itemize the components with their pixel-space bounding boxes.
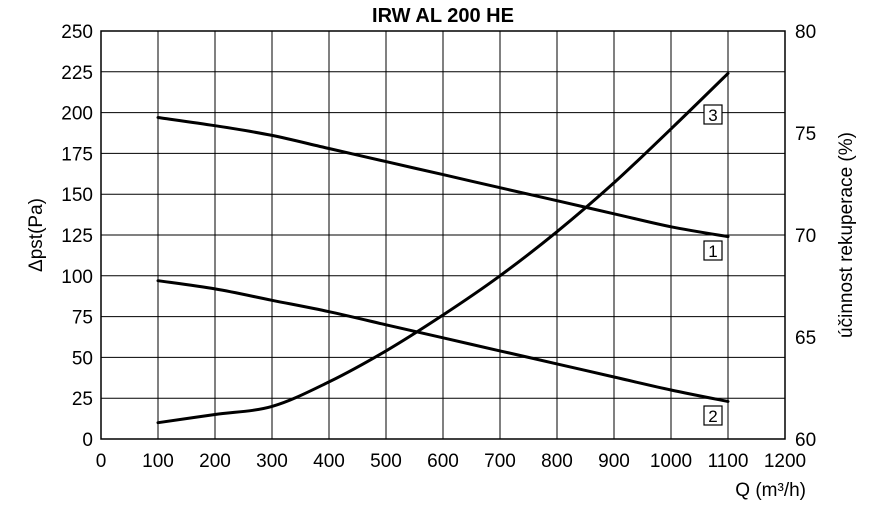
- y-tick-label: 50: [72, 348, 93, 369]
- curve-label-box-2: [703, 405, 723, 426]
- y-tick-label: 150: [61, 185, 93, 206]
- x-tick-label: 200: [199, 451, 231, 472]
- curve-label-box-1: [703, 240, 723, 261]
- x-tick-label: 700: [484, 451, 516, 472]
- series-line-2: [156, 279, 730, 403]
- y-tick-label: 250: [61, 22, 93, 43]
- x-tick-label: 900: [598, 451, 630, 472]
- x-axis-label: Q (m³/h): [735, 480, 806, 501]
- y2-tick-label: 65: [795, 328, 816, 349]
- x-tick-label: 100: [142, 451, 174, 472]
- curve-label-1: 1: [708, 242, 717, 261]
- x-tick-label: 600: [427, 451, 459, 472]
- curves: [156, 71, 730, 425]
- y-tick-label: 225: [61, 63, 93, 84]
- x-tick-label: 400: [313, 451, 345, 472]
- y2-tick-label: 60: [795, 430, 816, 451]
- y-tick-label: 75: [72, 308, 93, 329]
- x-tick-label: 0: [96, 451, 107, 472]
- x-tick-label: 500: [370, 451, 402, 472]
- x-tick-label: 800: [541, 451, 573, 472]
- y-tick-label: 25: [72, 389, 93, 410]
- plot-border: [100, 30, 786, 440]
- x-tick-label: 1200: [764, 451, 806, 472]
- curve-label-box-3: [703, 104, 723, 125]
- y2-axis-label: účinnost rekuperace (%): [836, 132, 857, 338]
- grid: [100, 30, 786, 440]
- y2-tick-label: 80: [795, 22, 816, 43]
- y-tick-label: 175: [61, 144, 93, 165]
- series-line-3: [156, 71, 730, 425]
- y-tick-label: 0: [82, 430, 93, 451]
- y2-tick-label: 75: [795, 124, 816, 145]
- x-tick-label: 300: [256, 451, 288, 472]
- y2-tick-label: 70: [795, 226, 816, 247]
- curve-label-2: 2: [708, 407, 717, 426]
- curve-label-3: 3: [708, 106, 717, 125]
- chart-title: IRW AL 200 HE: [372, 5, 514, 27]
- x-tick-label: 1100: [708, 451, 749, 472]
- y-tick-label: 125: [61, 226, 93, 247]
- y-axis-label: Δpst(Pa): [26, 198, 47, 272]
- series-line-1: [156, 116, 730, 239]
- x-tick-label: 1000: [650, 451, 692, 472]
- y-tick-label: 200: [61, 104, 93, 125]
- tick-labels: 0 100 200 300 400 500 600 700 800 900 1000 1100 1200…: [61, 22, 816, 472]
- curve-labels: 1 2 3: [703, 104, 723, 426]
- plot-frame: [100, 30, 786, 440]
- y-tick-label: 100: [61, 267, 93, 288]
